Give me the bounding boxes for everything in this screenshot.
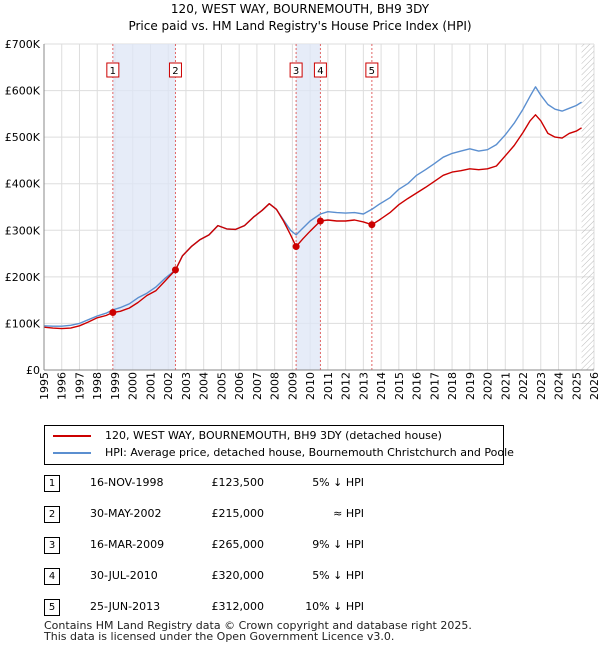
legend-hpi-swatch — [53, 452, 91, 454]
x-tick-label: 2008 — [269, 372, 282, 400]
y-tick-label: £100K — [5, 317, 41, 330]
x-tick-label: 2003 — [180, 372, 193, 400]
x-tick-label: 2001 — [144, 372, 157, 400]
sale-price: £312,000 — [211, 600, 265, 613]
sale-marker-label: 2 — [172, 66, 178, 77]
sale-price: £123,500 — [211, 476, 265, 489]
sale-point — [109, 308, 117, 316]
sale-hpi-comparison: ≈ HPI — [333, 507, 364, 520]
x-tick-label: 2021 — [499, 372, 512, 400]
x-tick-label: 2018 — [446, 372, 459, 400]
sale-date: 25-JUN-2013 — [90, 600, 161, 613]
x-tick-label: 1999 — [109, 372, 122, 400]
x-tick-label: 2024 — [553, 372, 566, 400]
footer-licence: This data is licensed under the Open Gov… — [44, 630, 395, 643]
sale-price: £265,000 — [211, 538, 265, 551]
sale-point — [171, 266, 179, 274]
sale-date: 16-NOV-1998 — [90, 476, 164, 489]
x-tick-label: 2022 — [517, 372, 530, 400]
x-tick-label: 2006 — [233, 372, 246, 400]
sale-price: £320,000 — [211, 569, 265, 582]
y-tick-label: £400K — [5, 178, 41, 191]
x-tick-label: 2023 — [535, 372, 548, 400]
y-tick-label: £600K — [5, 85, 41, 98]
sale-price: £215,000 — [211, 507, 265, 520]
property-price-line — [43, 114, 582, 330]
sale-marker-box — [313, 62, 327, 78]
sale-hpi-comparison: 5% ↓ HPI — [312, 569, 364, 582]
x-tick-label: 2025 — [570, 372, 583, 400]
legend-hpi-row: HPI: Average price, detached house, Bour… — [53, 445, 514, 461]
hatched-region — [581, 44, 594, 370]
x-tick-label: 2012 — [340, 372, 353, 400]
legend: 120, WEST WAY, BOURNEMOUTH, BH9 3DY (det… — [44, 425, 514, 465]
sale-marker-label: 5 — [369, 66, 375, 77]
x-tick-label: 2016 — [411, 372, 424, 400]
sale-point — [316, 217, 324, 225]
sale-row: 2 30-MAY-2002 £215,000 ≈ HPI — [44, 506, 464, 524]
legend-property-label: 120, WEST WAY, BOURNEMOUTH, BH9 3DY (det… — [105, 429, 442, 442]
sale-date: 16-MAR-2009 — [90, 538, 165, 551]
chart-subtitle: Price paid vs. HM Land Registry's House … — [128, 19, 471, 33]
y-tick-label: £200K — [5, 271, 41, 284]
legend-hpi-label: HPI: Average price, detached house, Bour… — [105, 446, 514, 459]
x-tick-label: 2020 — [482, 372, 495, 400]
y-tick-label: £500K — [5, 131, 41, 144]
x-tick-label: 2004 — [198, 372, 211, 400]
sale-marker-box — [289, 62, 303, 78]
x-tick-label: 1995 — [38, 372, 51, 400]
sale-marker-box — [365, 62, 379, 78]
y-tick-label: £0 — [26, 364, 40, 377]
sale-number: 1 — [44, 475, 60, 492]
sale-number: 4 — [44, 568, 60, 585]
x-tick-label: 2013 — [357, 372, 370, 400]
x-tick-label: 2011 — [322, 372, 335, 400]
x-tick-label: 2026 — [588, 372, 600, 400]
x-tick-label: 1997 — [73, 372, 86, 400]
sale-marker-label: 3 — [293, 66, 299, 77]
chart-title: 120, WEST WAY, BOURNEMOUTH, BH9 3DY — [171, 2, 430, 16]
sale-number: 5 — [44, 599, 60, 616]
hpi-line — [43, 86, 582, 327]
footer: Contains HM Land Registry data © Crown c… — [44, 620, 472, 642]
sale-row: 1 16-NOV-1998 £123,500 5% ↓ HPI — [44, 475, 464, 493]
x-tick-label: 2000 — [127, 372, 140, 400]
sale-row: 3 16-MAR-2009 £265,000 9% ↓ HPI — [44, 537, 464, 555]
sale-hpi-comparison: 5% ↓ HPI — [312, 476, 364, 489]
sale-point — [292, 243, 300, 251]
sale-point — [368, 221, 376, 229]
x-tick-label: 2015 — [393, 372, 406, 400]
x-tick-label: 2005 — [215, 372, 228, 400]
x-tick-label: 1996 — [56, 372, 69, 400]
sale-date: 30-MAY-2002 — [90, 507, 162, 520]
x-tick-label: 2007 — [251, 372, 264, 400]
sale-hpi-comparison: 9% ↓ HPI — [312, 538, 364, 551]
shaded-period — [112, 44, 176, 370]
y-tick-label: £300K — [5, 224, 41, 237]
sale-row: 4 30-JUL-2010 £320,000 5% ↓ HPI — [44, 568, 464, 586]
sale-marker-label: 1 — [110, 66, 116, 77]
x-tick-label: 2014 — [375, 372, 388, 400]
x-tick-label: 2009 — [286, 372, 299, 400]
sale-marker-box — [106, 62, 120, 78]
sale-date: 30-JUL-2010 — [90, 569, 158, 582]
sale-marker-label: 4 — [317, 66, 323, 77]
x-tick-label: 2017 — [428, 372, 441, 400]
legend-property-swatch — [53, 435, 91, 437]
sale-hpi-comparison: 10% ↓ HPI — [305, 600, 364, 613]
x-tick-label: 1998 — [91, 372, 104, 400]
x-tick-label: 2010 — [304, 372, 317, 400]
y-tick-label: £700K — [5, 38, 41, 51]
price-chart: 120, WEST WAY, BOURNEMOUTH, BH9 3DY Pric… — [5, 2, 600, 400]
sale-number: 3 — [44, 537, 60, 554]
sale-number: 2 — [44, 506, 60, 523]
sale-row: 5 25-JUN-2013 £312,000 10% ↓ HPI — [44, 599, 464, 617]
shaded-period — [296, 44, 321, 370]
legend-property-row: 120, WEST WAY, BOURNEMOUTH, BH9 3DY (det… — [53, 428, 442, 444]
footer-copyright: Contains HM Land Registry data © Crown c… — [44, 619, 472, 632]
x-tick-label: 2002 — [162, 372, 175, 400]
x-tick-label: 2019 — [464, 372, 477, 400]
sale-marker-box — [168, 62, 182, 78]
